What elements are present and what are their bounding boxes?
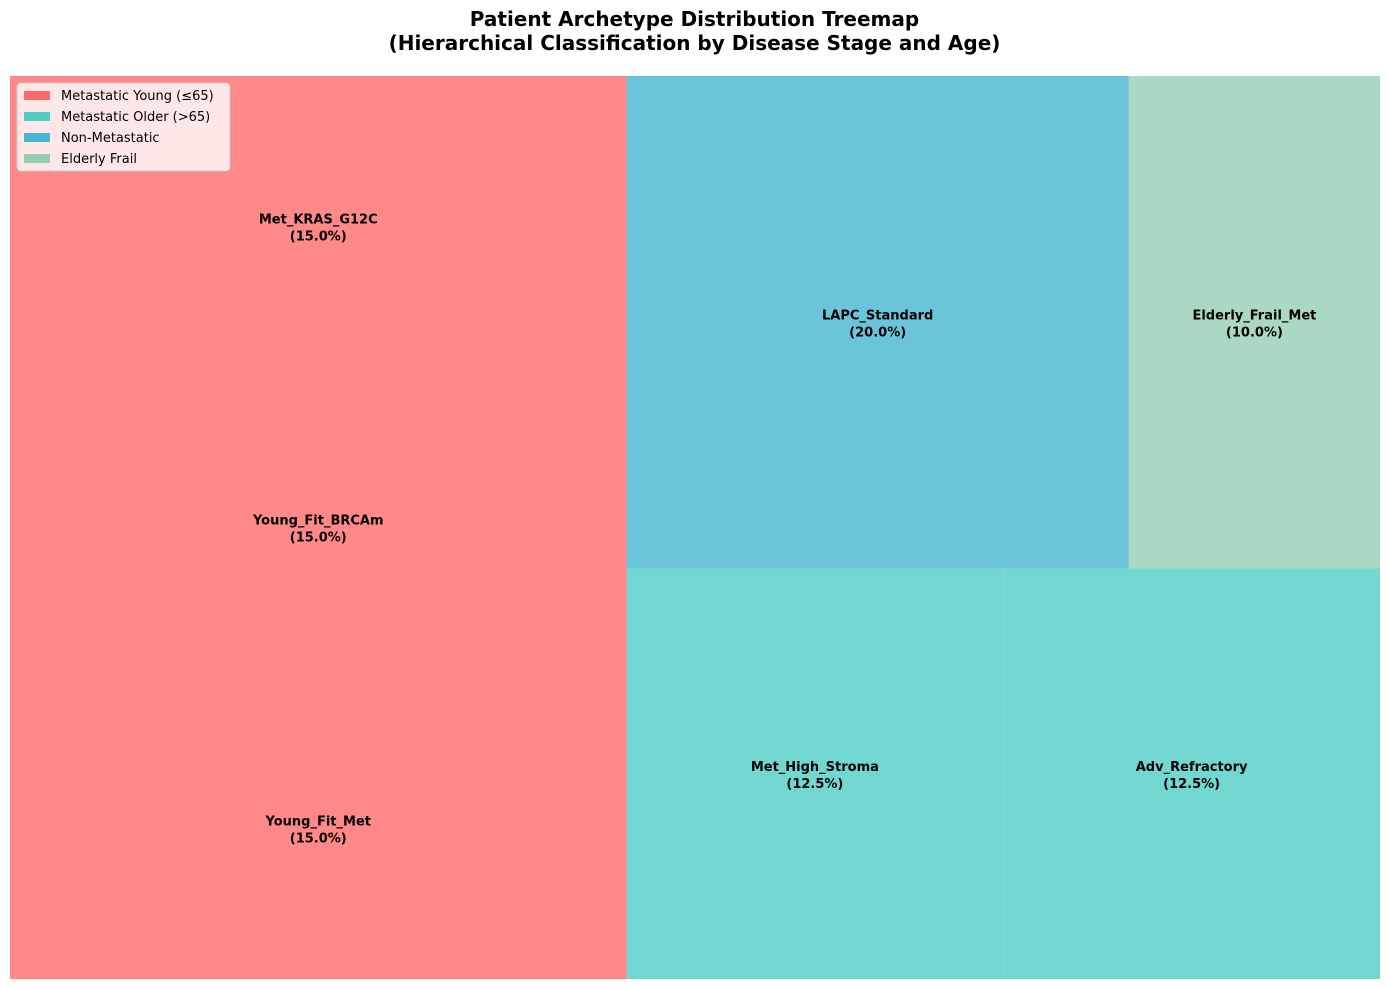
tile-label-lapc-standard: LAPC_Standard <box>822 308 933 323</box>
tile-label-met-kras-g12c: Met_KRAS_G12C <box>259 213 378 228</box>
legend-label-elderly-frail: Elderly Frail <box>61 152 137 167</box>
tile-young-fit-met <box>10 678 627 979</box>
tile-elderly-frail-met <box>1128 76 1380 569</box>
tile-percent-met-high-stroma: (12.5%) <box>786 777 843 792</box>
tile-percent-young-fit-met: (15.0%) <box>290 832 347 847</box>
legend-swatch-elderly-frail <box>24 154 50 163</box>
tile-adv-refractory <box>1003 568 1380 979</box>
legend-swatch-metastatic-older-65 <box>24 112 50 121</box>
treemap-tiles: Met_KRAS_G12C (15.0%) Young_Fit_BRCAm (15.0… <box>10 76 1380 979</box>
tile-percent-adv-refractory: (12.5%) <box>1163 777 1220 792</box>
tile-lapc-standard <box>626 76 1129 569</box>
tile-label-young-fit-brcam: Young_Fit_BRCAm <box>252 514 384 529</box>
tile-percent-met-kras-g12c: (15.0%) <box>290 230 347 245</box>
tile-met-high-stroma <box>626 568 1004 979</box>
legend-label-metastatic-older-65: Metastatic Older (>65) <box>61 110 210 125</box>
chart-title: Patient Archetype Distribution Treemap <box>470 7 919 31</box>
tile-label-young-fit-met: Young_Fit_Met <box>265 815 372 830</box>
tile-label-adv-refractory: Adv_Refractory <box>1136 760 1248 775</box>
legend-label-metastatic-young-65: Metastatic Young (≤65) <box>61 89 214 104</box>
tile-percent-elderly-frail-met: (10.0%) <box>1226 325 1283 340</box>
tile-percent-young-fit-brcam: (15.0%) <box>290 531 347 546</box>
legend-swatch-non-metastatic <box>24 133 50 142</box>
legend-swatch-metastatic-young-65 <box>24 91 50 100</box>
legend-label-non-metastatic: Non-Metastatic <box>61 131 160 146</box>
tile-label-met-high-stroma: Met_High_Stroma <box>751 760 879 775</box>
legend: Metastatic Young (≤65) Metastatic Older (… <box>16 82 231 172</box>
tile-label-elderly-frail-met: Elderly_Frail_Met <box>1192 308 1316 323</box>
legend-box <box>16 82 231 172</box>
tile-percent-lapc-standard: (20.0%) <box>849 325 906 340</box>
tile-young-fit-brcam <box>10 377 627 678</box>
chart-subtitle: (Hierarchical Classification by Disease … <box>389 31 1001 55</box>
